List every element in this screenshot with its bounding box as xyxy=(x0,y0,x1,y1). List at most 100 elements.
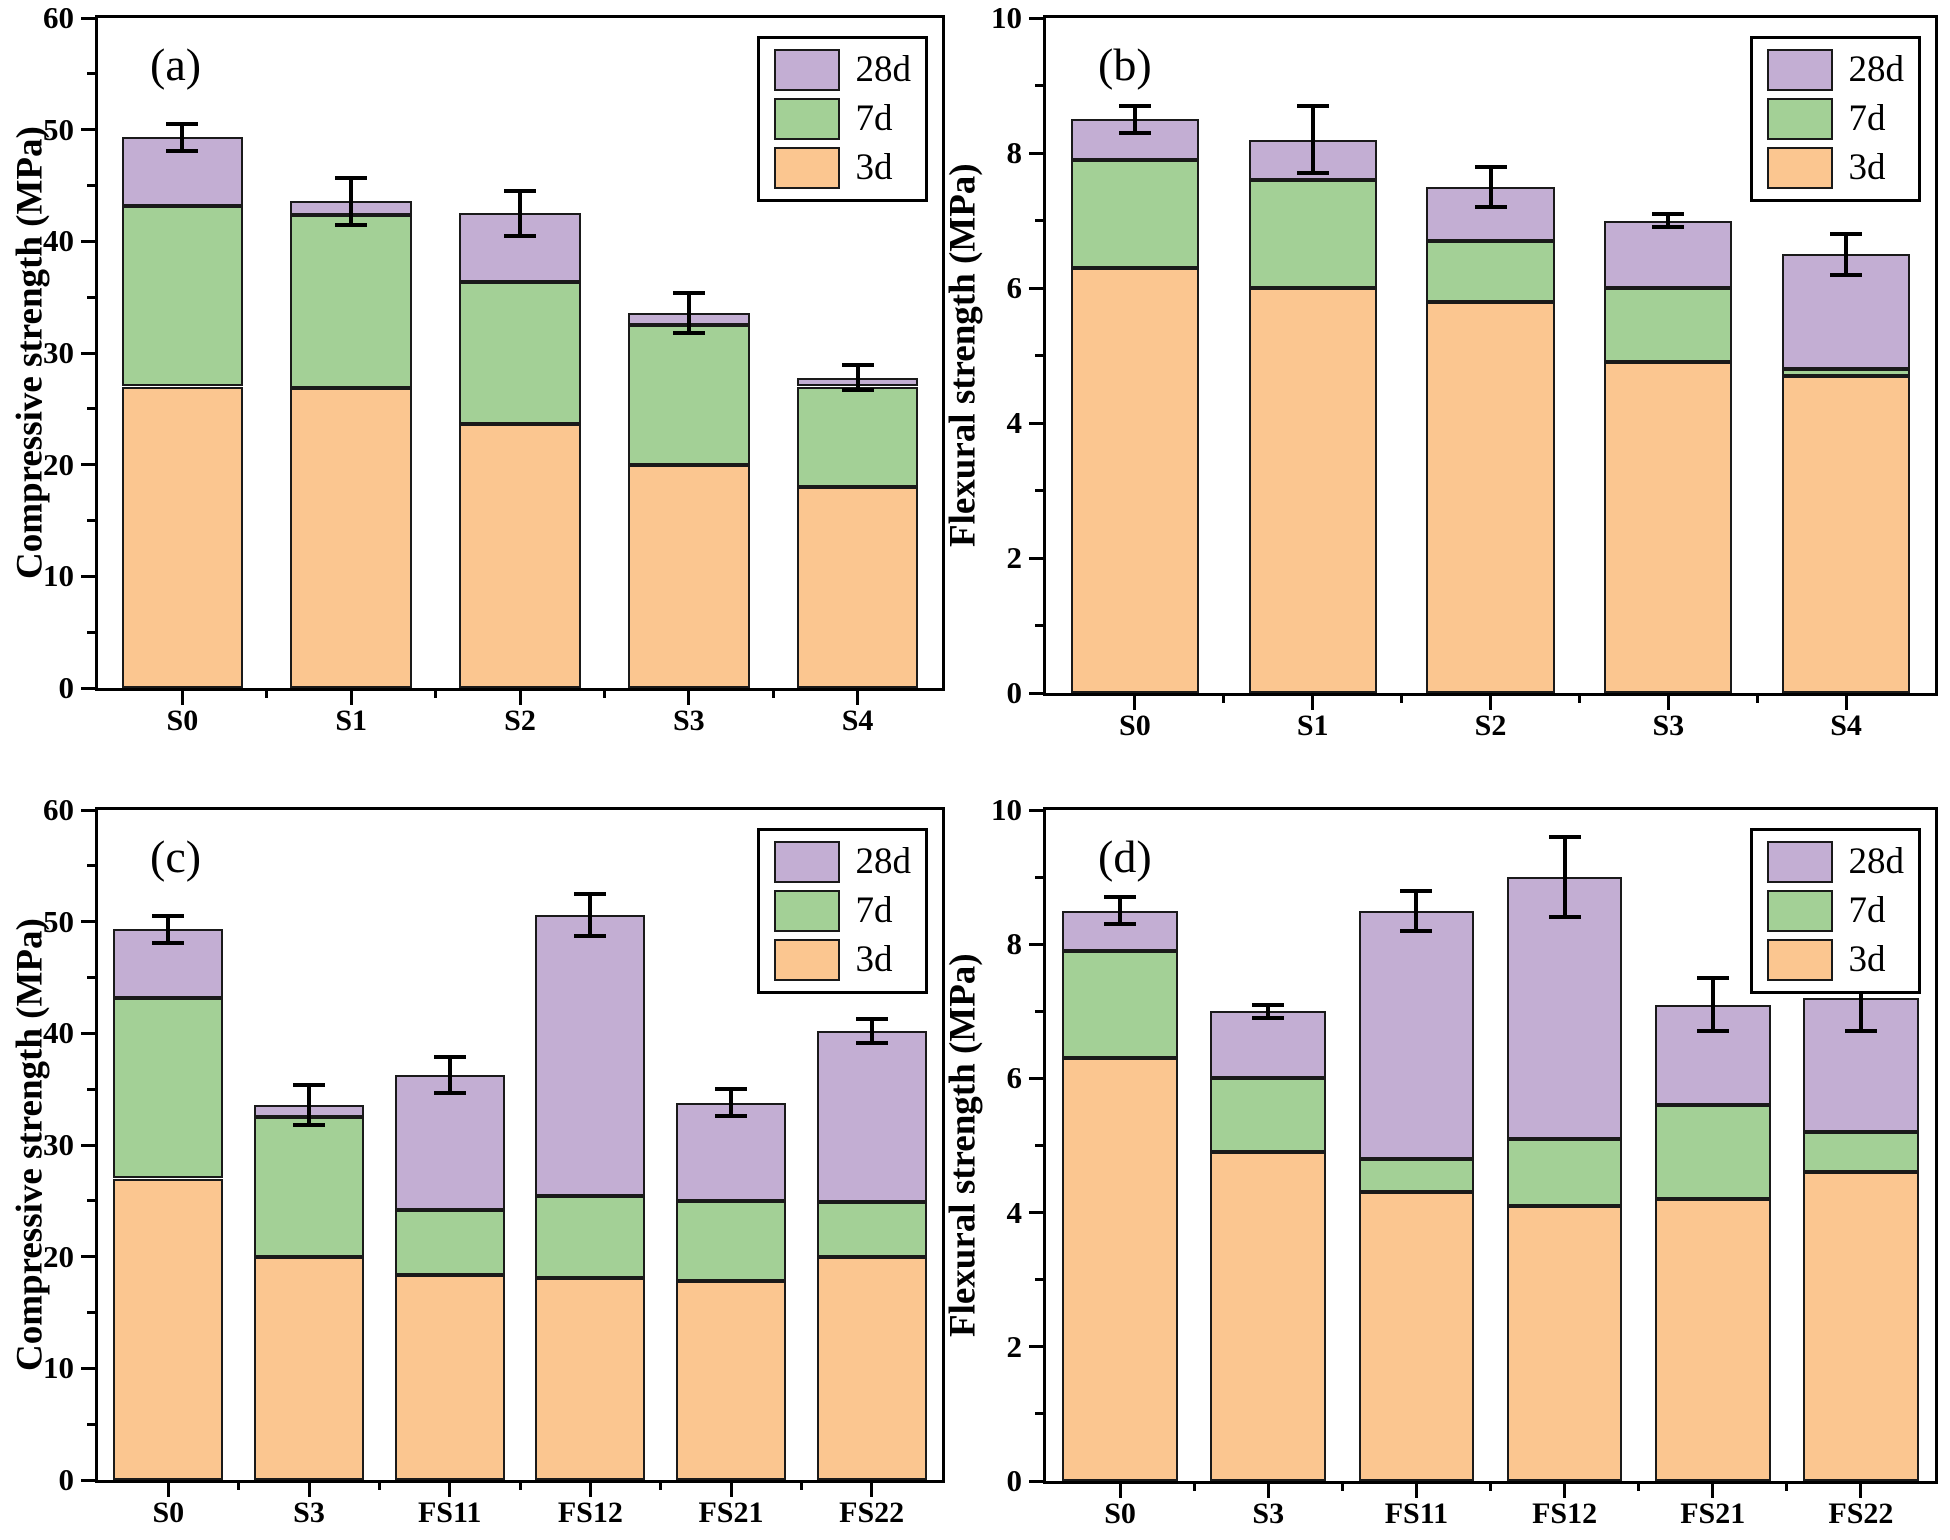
error-bar-cap xyxy=(1696,1029,1729,1034)
x-category-label: S4 xyxy=(1830,709,1862,742)
y-tick-label: 4 xyxy=(1006,1194,1023,1230)
y-minor-tick xyxy=(87,184,95,187)
error-bar-cap xyxy=(1474,164,1507,169)
x-category-label: S1 xyxy=(335,704,368,737)
legend: 28d 7d 3d xyxy=(756,36,928,202)
bar-segment-7d xyxy=(254,1117,364,1257)
bar-segment-7d xyxy=(121,205,244,387)
x-category-label: S4 xyxy=(841,704,874,737)
y-tick-label: 6 xyxy=(1006,1060,1023,1096)
y-minor-tick xyxy=(87,407,95,411)
x-major-tick xyxy=(1859,1484,1863,1498)
y-major-tick xyxy=(1029,691,1043,695)
x-category-label: S3 xyxy=(1252,1497,1285,1530)
x-minor-tick xyxy=(265,690,269,698)
legend-item: 28d xyxy=(773,49,912,91)
y-axis-title: Flexural strength (MPa) xyxy=(942,953,984,1338)
bar-segment-7d xyxy=(676,1200,786,1282)
legend-label: 7d xyxy=(855,890,893,931)
bar-segment-7d xyxy=(290,214,412,388)
panel-letter: (b) xyxy=(1098,39,1152,90)
y-major-tick xyxy=(1029,16,1043,20)
x-minor-tick xyxy=(1340,1483,1344,1491)
bar-segment-3d xyxy=(254,1256,364,1480)
bar-segment-3d xyxy=(1358,1192,1475,1481)
error-bar xyxy=(1488,166,1493,207)
error-bar-cap xyxy=(152,914,185,919)
error-bar-cap xyxy=(1118,130,1151,135)
x-category-label: FS12 xyxy=(557,1496,623,1529)
x-major-tick xyxy=(1311,696,1315,710)
error-bar-cap xyxy=(166,122,199,127)
bar-segment-3d xyxy=(459,424,581,688)
bar-segment-3d xyxy=(1070,267,1199,693)
bar-segment-7d xyxy=(1062,950,1178,1059)
bar-segment-3d xyxy=(1604,362,1733,693)
error-bar xyxy=(855,365,860,390)
x-minor-tick xyxy=(771,690,775,698)
legend-swatch-3d xyxy=(773,147,840,189)
y-major-tick xyxy=(1029,808,1043,812)
legend-label: 3d xyxy=(1848,147,1886,188)
bar-segment-3d xyxy=(1654,1199,1771,1481)
error-bar-cap xyxy=(1104,922,1137,927)
error-bar-cap xyxy=(335,222,368,227)
error-bar xyxy=(1132,105,1137,133)
y-major-tick xyxy=(81,463,95,467)
y-minor-tick xyxy=(87,1311,95,1314)
x-major-tick xyxy=(349,691,353,705)
panel-letter: (a) xyxy=(150,39,202,90)
bar-segment-28d xyxy=(1210,1011,1327,1079)
y-minor-tick xyxy=(1035,354,1043,357)
y-minor-tick xyxy=(1035,1144,1043,1147)
x-major-tick xyxy=(180,691,184,705)
y-tick-label: 10 xyxy=(991,792,1022,827)
error-bar xyxy=(1562,836,1567,918)
y-tick-label: 10 xyxy=(43,558,74,594)
error-bar xyxy=(1710,977,1715,1032)
bar-segment-3d xyxy=(796,487,919,688)
y-tick-label: 30 xyxy=(43,335,74,370)
x-category-label: S3 xyxy=(293,1496,325,1529)
x-minor-tick xyxy=(434,690,438,698)
error-bar-cap xyxy=(293,1082,325,1087)
error-bar-cap xyxy=(574,891,607,896)
x-category-label: FS21 xyxy=(698,1496,764,1529)
y-tick-label: 2 xyxy=(1006,540,1023,575)
y-tick-label: 0 xyxy=(1006,1463,1023,1498)
error-bar-cap xyxy=(1104,895,1137,900)
x-major-tick xyxy=(1489,696,1492,710)
bar-segment-3d xyxy=(816,1256,927,1480)
y-major-tick xyxy=(81,1255,95,1259)
x-minor-tick xyxy=(1222,695,1226,703)
error-bar-cap xyxy=(1696,975,1729,980)
bar-segment-3d xyxy=(113,1178,224,1480)
legend: 28d 7d 3d xyxy=(1749,36,1921,202)
legend-label: 28d xyxy=(855,49,912,90)
y-axis-title: Flexural strength (MPa) xyxy=(942,163,984,548)
y-major-tick xyxy=(81,574,95,578)
error-bar-cap xyxy=(1548,834,1581,839)
y-major-tick xyxy=(81,808,95,812)
legend-swatch-28d xyxy=(773,49,840,91)
error-bar-cap xyxy=(433,1090,466,1095)
x-minor-tick xyxy=(237,1482,241,1490)
x-major-tick xyxy=(588,1483,592,1497)
y-major-tick xyxy=(1029,942,1043,946)
x-minor-tick xyxy=(1489,1483,1492,1491)
legend-label: 28d xyxy=(1848,49,1905,90)
bar-segment-7d xyxy=(459,281,581,425)
y-tick-label: 20 xyxy=(43,1238,74,1274)
x-major-tick xyxy=(1133,696,1137,710)
bar-segment-3d xyxy=(394,1274,505,1480)
bar-segment-7d xyxy=(394,1209,505,1275)
legend-swatch-28d xyxy=(1766,841,1833,883)
legend-swatch-7d xyxy=(773,98,840,140)
y-tick-label: 6 xyxy=(1006,270,1023,305)
bar-segment-7d xyxy=(1782,369,1911,376)
x-category-label: FS12 xyxy=(1532,1497,1598,1530)
legend-label: 7d xyxy=(1848,98,1886,139)
bar-segment-7d xyxy=(1803,1132,1919,1173)
legend-label: 28d xyxy=(855,841,912,882)
